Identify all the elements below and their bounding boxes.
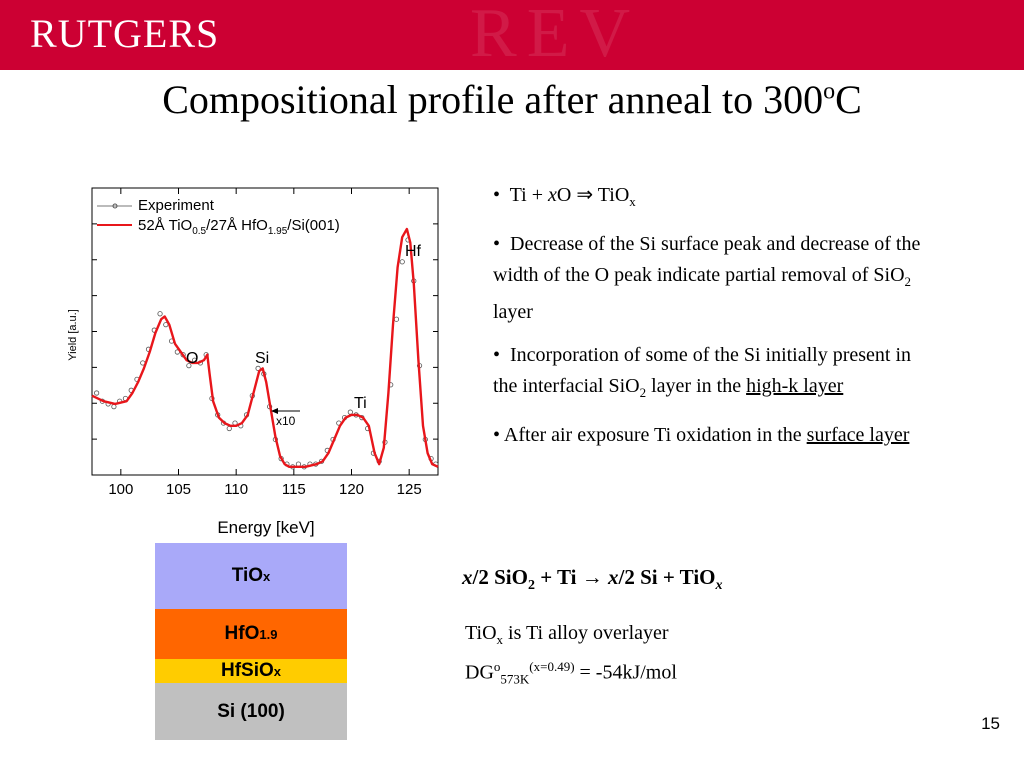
layer-label: HfSiO <box>220 660 274 681</box>
title-suffix: C <box>835 77 862 122</box>
x-axis-label: Energy [keV] <box>217 518 314 537</box>
layer-tiox: TiO x <box>155 543 347 609</box>
y-axis-label: Yield [a.u.] <box>67 309 79 361</box>
fit-curve <box>91 227 439 468</box>
scale-label-x10: x10 <box>276 414 296 428</box>
experiment-point <box>186 363 192 369</box>
peak-label-hf: Hf <box>405 243 422 260</box>
thermo-note: TiOx is Ti alloy overlayer DGo573K(x=0.4… <box>465 620 677 693</box>
experiment-point <box>347 409 353 415</box>
experiment-point <box>393 316 400 322</box>
bullet-reaction: • Ti + xO ⇒ TiOx <box>493 184 636 209</box>
legend-experiment-label: Experiment <box>138 197 215 214</box>
layer-label: Si (100) <box>217 700 285 722</box>
legend-fit-label: 52Å TiO0.5/27Å HfO1.95/Si(001) <box>138 217 340 237</box>
x-tick-label: 120 <box>339 481 364 498</box>
layer-label: TiO <box>231 565 264 586</box>
bullet-si-incorporation: • Incorporation of some of the Si initia… <box>493 344 912 400</box>
experiment-point <box>255 365 261 371</box>
title-text: Compositional profile after anneal to 30… <box>162 77 824 122</box>
layer-label-subscript: x <box>263 568 271 584</box>
layer-hfsio: HfSiO x <box>155 659 347 683</box>
header-watermark: REV <box>470 0 640 70</box>
layer-stack-diagram: TiO x HfO 1.9 HfSiO x Si (100) <box>155 543 347 740</box>
layer-si: Si (100) <box>155 683 347 740</box>
title-degree: o <box>823 78 836 105</box>
experiment-point <box>94 390 100 396</box>
x-tick-label: 105 <box>166 481 191 498</box>
surface-layer-link[interactable]: surface layer <box>806 424 910 446</box>
x-tick-label: 110 <box>224 481 248 498</box>
reaction-equation: x/2 SiO2 + Ti → x/2 Si + TiOx <box>462 565 723 594</box>
x-tick-label: 125 <box>397 481 422 498</box>
high-k-layer-link[interactable]: high-k layer <box>746 375 844 397</box>
bullet-si-peak: • Decrease of the Si surface peak and de… <box>493 233 921 323</box>
peak-label-ti: Ti <box>354 395 367 412</box>
header-banner: RUTGERS REV <box>0 0 1024 70</box>
experiment-point <box>111 404 117 410</box>
layer-label-subscript: 1.9 <box>259 626 278 642</box>
peak-label-o: O <box>186 350 198 367</box>
note-line-2: DGo573K(x=0.49) = -54kJ/mol <box>465 659 677 687</box>
x-tick-label: 100 <box>108 481 133 498</box>
experiment-point <box>399 259 405 265</box>
page-number: 15 <box>981 714 1000 733</box>
scale-arrow-head <box>271 408 278 414</box>
legend: Experiment 52Å TiO0.5/27Å HfO1.95/Si(001… <box>97 197 340 237</box>
slide-title: Compositional profile after anneal to 30… <box>0 76 1024 123</box>
rutgers-logo: RUTGERS <box>30 11 220 56</box>
spectrum-chart: 100 105 110 115 120 125 Yield [a.u.] Energy [… <box>60 180 460 540</box>
layer-hfo: HfO 1.9 <box>155 609 347 659</box>
legend-experiment-marker <box>112 203 118 209</box>
bullet-list: • Ti + xO ⇒ TiOx • Decrease of the Si su… <box>493 180 933 463</box>
layer-label-subscript: x <box>273 663 281 679</box>
peak-label-si: Si <box>255 350 269 367</box>
x-tick-label: 115 <box>282 481 306 498</box>
experiment-point <box>157 311 163 317</box>
layer-label: HfO <box>224 623 260 644</box>
bullet-air-exposure: • After air exposure Ti oxidation in the… <box>493 424 910 446</box>
note-line-1: TiOx is Ti alloy overlayer <box>465 622 669 647</box>
spectrum-plot: 100 105 110 115 120 125 Yield [a.u.] Energy [… <box>67 187 439 537</box>
